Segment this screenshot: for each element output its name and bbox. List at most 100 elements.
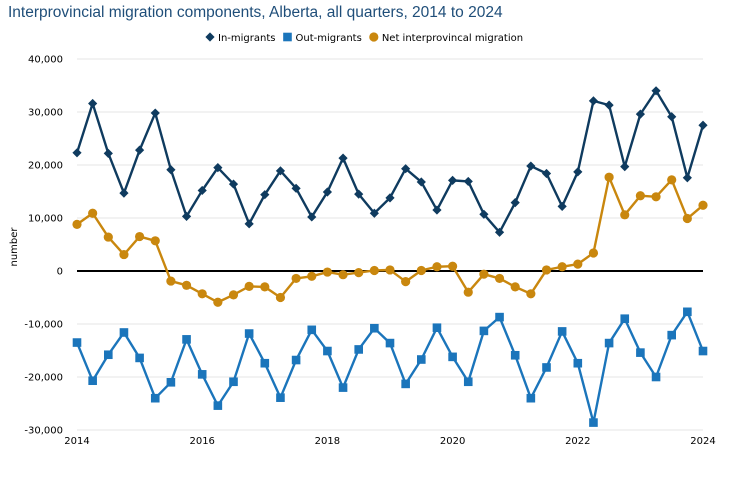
data-point-net-interprovincal-migration — [260, 282, 270, 292]
data-point-out-migrants — [385, 338, 395, 348]
data-point-net-interprovincal-migration — [463, 287, 473, 297]
data-point-in-migrants — [213, 163, 223, 173]
y-tick-label: -30,000 — [24, 426, 63, 437]
data-point-in-migrants — [541, 168, 552, 179]
data-point-net-interprovincal-migration — [322, 267, 332, 277]
data-point-in-migrants — [291, 183, 301, 193]
y-axis-label: number — [9, 227, 20, 267]
legend-item-out-migrants: Out-migrants — [283, 32, 362, 44]
data-point-out-migrants — [620, 314, 630, 323]
legend-marker — [205, 32, 215, 42]
data-point-out-migrants — [166, 378, 176, 387]
data-point-out-migrants — [72, 338, 82, 347]
data-point-in-migrants — [510, 198, 520, 208]
y-tick-label: 10,000 — [28, 214, 63, 225]
data-point-out-migrants — [463, 377, 473, 387]
data-point-net-interprovincal-migration — [682, 213, 692, 224]
data-point-in-migrants — [103, 148, 113, 158]
data-point-out-migrants — [495, 312, 504, 322]
legend-label: Out-migrants — [295, 33, 361, 44]
data-point-net-interprovincal-migration — [698, 200, 708, 210]
data-point-out-migrants — [432, 323, 442, 333]
data-point-in-migrants — [385, 193, 395, 203]
data-point-in-migrants — [557, 201, 567, 211]
x-axis-ticks: 2014 2016 2018 2020 2022 2024 — [64, 436, 715, 447]
data-point-in-migrants — [338, 153, 348, 163]
data-point-net-interprovincal-migration — [213, 297, 223, 307]
data-point-in-migrants — [432, 205, 442, 215]
data-point-in-migrants — [620, 161, 630, 172]
data-point-in-migrants — [119, 188, 129, 198]
data-point-in-migrants — [416, 177, 426, 187]
data-point-in-migrants — [604, 100, 614, 110]
legend-marker — [283, 32, 292, 42]
data-point-in-migrants — [479, 209, 489, 219]
series-line-out-migrants — [75, 310, 705, 424]
data-point-out-migrants — [104, 350, 113, 360]
data-point-out-migrants — [589, 418, 598, 427]
data-point-out-migrants — [135, 353, 144, 363]
data-point-net-interprovincal-migration — [510, 282, 520, 292]
data-point-in-migrants — [401, 164, 411, 174]
data-point-out-migrants — [260, 358, 270, 368]
x-tick-label: 2018 — [315, 436, 340, 447]
data-point-net-interprovincal-migration — [166, 276, 176, 286]
y-tick-label: -10,000 — [24, 320, 63, 331]
data-point-net-interprovincal-migration — [291, 273, 301, 284]
data-point-net-interprovincal-migration — [88, 208, 98, 218]
data-point-in-migrants — [463, 176, 473, 187]
data-point-out-migrants — [417, 355, 426, 364]
x-tick-label: 2024 — [690, 436, 715, 447]
x-tick-label: 2014 — [64, 436, 89, 447]
data-point-out-migrants — [636, 348, 645, 357]
data-point-net-interprovincal-migration — [119, 249, 129, 260]
data-point-out-migrants — [479, 326, 489, 336]
data-point-out-migrants — [338, 383, 348, 392]
data-point-net-interprovincal-migration — [354, 267, 364, 278]
y-tick-label: 30,000 — [28, 108, 63, 119]
data-point-in-migrants — [588, 96, 599, 106]
data-point-net-interprovincal-migration — [620, 210, 630, 220]
series-net-interprovincal-migration — [72, 172, 708, 307]
data-point-net-interprovincal-migration — [416, 265, 426, 276]
data-point-net-interprovincal-migration — [588, 248, 599, 258]
data-point-out-migrants — [448, 352, 457, 362]
data-point-out-migrants — [182, 335, 191, 344]
data-point-in-migrants — [244, 219, 254, 229]
legend: In-migrants Out-migrants Net interprovinca… — [205, 32, 523, 44]
data-point-out-migrants — [276, 393, 285, 402]
data-point-in-migrants — [698, 120, 708, 130]
legend-label: In-migrants — [218, 33, 275, 44]
data-point-out-migrants — [683, 307, 692, 317]
data-point-in-migrants — [494, 227, 505, 237]
data-point-out-migrants — [291, 355, 301, 365]
data-point-out-migrants — [244, 329, 254, 338]
data-point-in-migrants — [354, 189, 364, 199]
data-point-out-migrants — [401, 379, 410, 389]
data-point-net-interprovincal-migration — [651, 192, 661, 202]
data-point-net-interprovincal-migration — [150, 236, 160, 246]
x-tick-label: 2020 — [440, 436, 465, 447]
data-point-out-migrants — [354, 345, 363, 354]
data-point-net-interprovincal-migration — [479, 269, 489, 279]
series-layer — [72, 86, 708, 427]
data-point-out-migrants — [651, 372, 661, 382]
y-tick-label: 40,000 — [28, 55, 63, 66]
data-point-out-migrants — [213, 401, 223, 410]
data-point-out-migrants — [150, 393, 160, 403]
data-point-in-migrants — [166, 165, 176, 175]
data-point-in-migrants — [260, 190, 270, 200]
data-point-in-migrants — [322, 187, 332, 197]
data-point-net-interprovincal-migration — [526, 289, 536, 299]
data-point-net-interprovincal-migration — [635, 191, 646, 201]
y-tick-label: -20,000 — [24, 373, 63, 384]
data-point-in-migrants — [573, 167, 583, 177]
x-tick-label: 2016 — [189, 436, 214, 447]
data-point-out-migrants — [510, 350, 520, 360]
series-in-migrants — [72, 86, 708, 237]
data-point-out-migrants — [88, 376, 97, 386]
data-point-in-migrants — [682, 173, 692, 183]
legend-item-net-interprovincal-migration: Net interprovincal migration — [369, 32, 523, 44]
grid — [77, 58, 703, 431]
